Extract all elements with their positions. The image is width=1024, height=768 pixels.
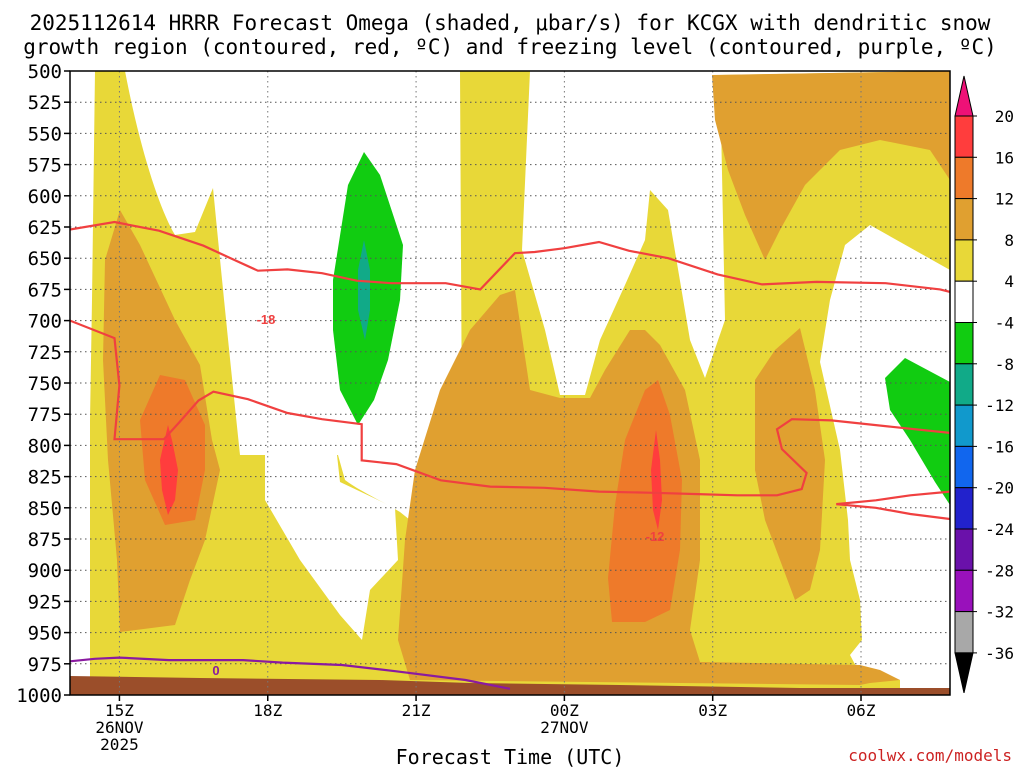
colorbar-segment [954, 404, 974, 447]
omega-white-hole-1 [265, 455, 398, 640]
y-tick-label: 825 [28, 467, 62, 489]
y-tick-label: 1000 [16, 685, 62, 707]
x-tick-label: 06Z [847, 701, 876, 720]
omega-16-20-left [160, 425, 178, 515]
colorbar-segment [954, 115, 974, 158]
colorbar-segment [954, 528, 974, 571]
colorbar-label: -8 [995, 355, 1014, 374]
y-tick-label: 700 [28, 311, 62, 333]
y-tick-label: 725 [28, 342, 62, 364]
chart-title-line1: 2025112614 HRRR Forecast Omega (shaded, … [30, 11, 991, 35]
omega-neg-8-12-center [358, 240, 370, 340]
y-tick-label: 550 [28, 123, 62, 145]
y-tick-label: 650 [28, 248, 62, 270]
colorbar-label: -24 [985, 520, 1014, 539]
colorbar-segment [954, 239, 974, 282]
credit-text: coolwx.com/models [848, 746, 1012, 765]
contours [70, 220, 950, 690]
dgz-lower-contour [70, 319, 950, 497]
colorbar-bottom-arrow [954, 652, 974, 694]
colorbar-label: -20 [985, 479, 1014, 498]
colorbar-label: -32 [985, 603, 1014, 622]
colorbar-segment [954, 611, 974, 654]
dgz-upper-contour [70, 220, 950, 293]
colorbar-label: 8 [1004, 231, 1014, 250]
colorbar-segment [954, 198, 974, 241]
chart-title-line2: growth region (contoured, red, ºC) and f… [23, 35, 997, 59]
colorbar-label: 16 [995, 148, 1014, 167]
omega-8-12-top-right [712, 71, 950, 260]
dgz-corner-contour-2 [836, 503, 950, 521]
omega-12-16-middle [608, 380, 682, 622]
y-tick-label: 950 [28, 623, 62, 645]
x-tick-label: 18Z [253, 701, 282, 720]
y-tick-label: 575 [28, 155, 62, 177]
colorbar-segment [954, 322, 974, 365]
y-tick-label: 625 [28, 217, 62, 239]
colorbar-segment [954, 280, 974, 324]
colorbar-label: -28 [985, 561, 1014, 580]
omega-8-12-right [755, 328, 825, 600]
colorbar-label: 4 [1004, 272, 1014, 291]
y-tick-label: 900 [28, 560, 62, 582]
colorbar-segment [954, 445, 974, 489]
y-tick-label: 875 [28, 529, 62, 551]
x-tick-label: 03Z [698, 701, 727, 720]
dgz-corner-contour [836, 490, 950, 506]
colorbar-label: -12 [985, 396, 1014, 415]
y-tick-label: 525 [28, 92, 62, 114]
dgz-label-minus12: -12 [646, 529, 665, 544]
x-tick-label: 27NOV [540, 718, 589, 737]
y-tick-label: 600 [28, 186, 62, 208]
colorbar-label: 12 [995, 190, 1014, 209]
y-tick-label: 850 [28, 498, 62, 520]
freezing-level-contour [70, 656, 511, 690]
omega-16-20-middle [651, 430, 662, 530]
colorbar-label: -16 [985, 437, 1014, 456]
colorbar-label: -36 [985, 644, 1014, 663]
colorbar-segment [954, 363, 974, 406]
colorbar-segment [954, 569, 974, 613]
x-axis-label: Forecast Time (UTC) [396, 745, 625, 768]
x-tick-label: 21Z [402, 701, 431, 720]
x-tick-label: 00Z [550, 701, 579, 720]
x-tick-label: 26NOV [95, 718, 144, 737]
omega-neg-4-8-right [885, 358, 950, 505]
colorbar-top-arrow [954, 75, 974, 117]
freezing-label-0: 0 [212, 663, 219, 678]
x-tick-label: 2025 [100, 735, 139, 754]
dgz-label-minus18: -18 [257, 312, 276, 327]
y-tick-label: 800 [28, 435, 62, 457]
y-tick-label: 675 [28, 279, 62, 301]
terrain [70, 676, 950, 695]
y-tick-label: 975 [28, 654, 62, 676]
colorbar-label: -4 [995, 314, 1014, 333]
y-tick-label: 775 [28, 404, 62, 426]
y-tick-label: 925 [28, 591, 62, 613]
colorbar-label: 20 [995, 107, 1014, 126]
y-tick-label: 500 [28, 61, 62, 83]
y-axis: 500 525 550 575 600 625 650 675 700 725 750 775 800 8… [16, 61, 70, 707]
y-tick-label: 750 [28, 373, 62, 395]
x-tick-label: 15Z [105, 701, 134, 720]
colorbar: 20 16 12 8 4 -4 -8 -12 -16 -20 -24 -28 -32 -36 [954, 75, 1014, 694]
omega-white-hole-2 [915, 582, 950, 690]
colorbar-segment [954, 487, 974, 530]
colorbar-segment [954, 156, 974, 200]
